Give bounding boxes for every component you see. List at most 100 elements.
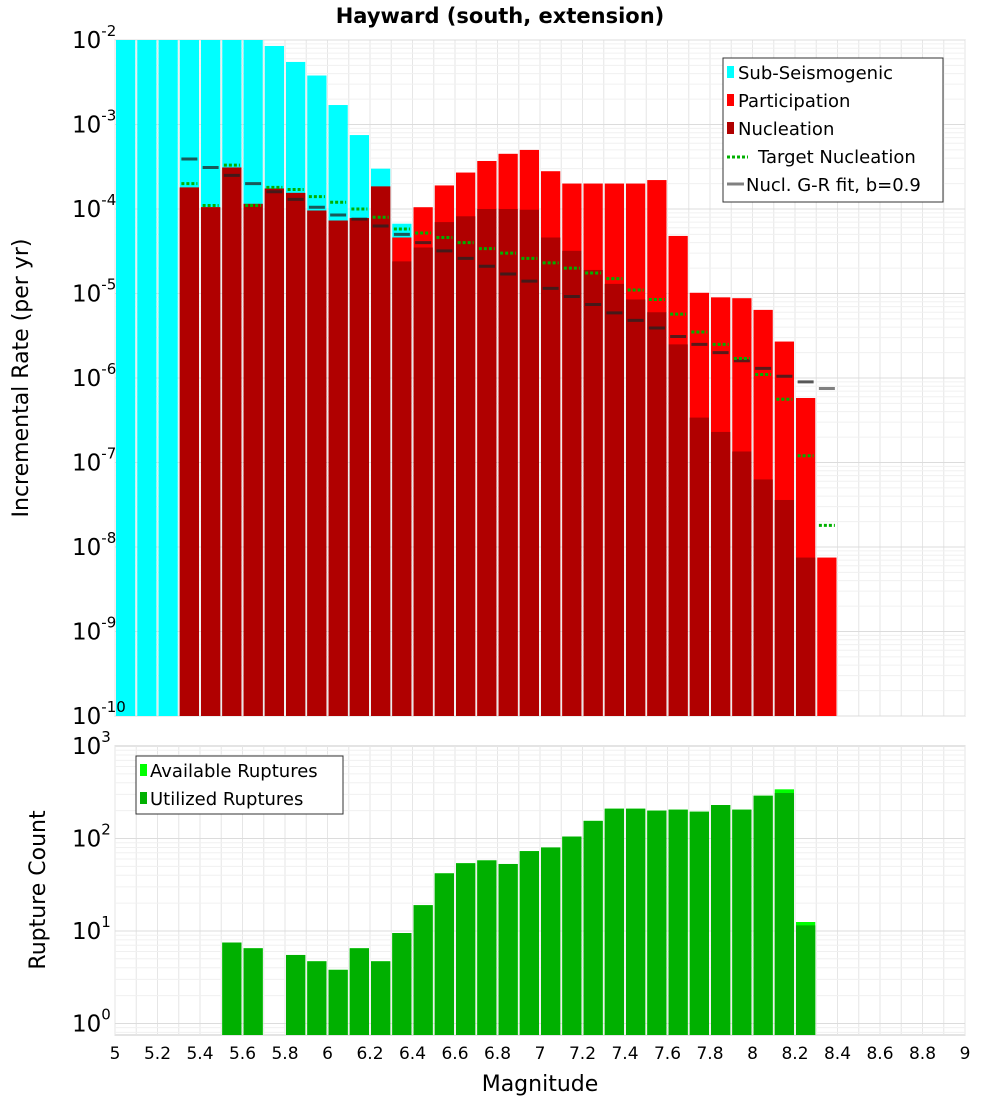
x-tick-label: 8.2 — [781, 1044, 808, 1064]
x-tick-label: 7 — [535, 1044, 546, 1064]
top-legend: Sub-Seismogenic Participation Nucleation… — [722, 57, 944, 203]
bar-utilized — [647, 810, 667, 1035]
legend-label-participation: Participation — [738, 91, 850, 112]
bar-nucleation — [307, 210, 327, 716]
top-y-tick-label: 10-8 — [72, 529, 116, 561]
bar-utilized — [753, 795, 773, 1035]
bar-nucleation — [371, 186, 391, 716]
bar-utilized — [477, 860, 497, 1035]
x-tick-label: 5.2 — [144, 1044, 171, 1064]
legend-swatch-participation — [727, 94, 734, 106]
bar-nucleation — [477, 209, 497, 716]
bar-utilized — [371, 961, 391, 1035]
bottom-y-tick-label: 101 — [72, 913, 111, 945]
bar-nucleation — [243, 203, 263, 716]
bar-utilized — [286, 954, 306, 1035]
bar-nucleation — [583, 269, 603, 716]
legend-swatch-sub-seismogenic — [727, 66, 734, 78]
x-tick-label: 5 — [110, 1044, 121, 1064]
bar-sub-seismogenic — [158, 40, 178, 716]
top-bars — [116, 40, 837, 717]
bar-nucleation — [498, 209, 518, 716]
bar-nucleation — [434, 222, 454, 716]
top-y-tick-label: 10-4 — [72, 191, 116, 223]
top-fit-lines — [181, 157, 835, 527]
legend-label-utilized: Utilized Ruptures — [150, 789, 303, 810]
bar-utilized — [626, 808, 646, 1035]
bottom-y-ticks: 100 101 102 103 — [72, 728, 111, 1037]
bar-nucleation — [604, 283, 624, 716]
bar-nucleation — [562, 250, 582, 716]
top-plot: 10-10 10-9 10-8 10-7 10-6 10-5 10-4 10-3 10-2 In… — [9, 22, 966, 730]
top-y-tick-label: 10-7 — [72, 445, 116, 477]
legend-label-target-nucleation: Target Nucleation — [757, 147, 916, 168]
bar-nucleation — [286, 192, 306, 716]
top-y-axis-label: Incremental Rate (per yr) — [9, 239, 34, 518]
bar-utilized — [456, 863, 476, 1035]
bar-utilized — [519, 851, 539, 1035]
bar-utilized — [668, 809, 688, 1035]
top-y-ticks: 10-10 10-9 10-8 10-7 10-6 10-5 10-4 10-3 10-2 — [72, 22, 126, 730]
bar-nucleation — [179, 187, 199, 717]
bar-nucleation — [689, 417, 709, 716]
x-tick-label: 7.4 — [611, 1044, 638, 1064]
bar-sub-seismogenic — [137, 40, 157, 716]
x-tick-label: 5.8 — [271, 1044, 298, 1064]
bottom-legend-box — [135, 755, 344, 815]
bar-utilized — [604, 808, 624, 1035]
bar-utilized — [689, 811, 709, 1035]
x-tick-label: 5.4 — [186, 1044, 213, 1064]
bar-nucleation — [392, 261, 412, 716]
legend-label-available: Available Ruptures — [150, 761, 318, 782]
x-tick-label: 7.8 — [696, 1044, 723, 1064]
bar-nucleation — [222, 167, 242, 717]
bar-utilized — [732, 809, 752, 1035]
bottom-y-axis-label: Rupture Count — [26, 810, 51, 970]
bar-nucleation — [328, 220, 348, 716]
bar-nucleation — [626, 299, 646, 716]
x-tick-label: 6.8 — [484, 1044, 511, 1064]
top-y-tick-label: 10-9 — [72, 614, 116, 646]
bottom-y-tick-label: 100 — [72, 1005, 111, 1037]
chart-title: Hayward (south, extension) — [336, 4, 665, 28]
top-y-tick-label: 10-5 — [72, 276, 116, 308]
x-tick-label: 8.8 — [909, 1044, 936, 1064]
top-legend-box — [722, 57, 944, 203]
bar-utilized — [562, 836, 582, 1035]
x-tick-label: 6.4 — [399, 1044, 426, 1064]
bar-nucleation — [647, 312, 667, 716]
bottom-y-tick-label: 102 — [72, 820, 111, 852]
bar-utilized — [434, 873, 454, 1035]
legend-label-gr-fit: Nucl. G-R fit, b=0.9 — [746, 175, 921, 196]
bottom-x-ticks: 5 5.2 5.4 5.6 5.8 6 6.2 6.4 6.6 6.8 7 7.2 7.4 7.6 7.8 8… — [110, 1044, 971, 1064]
bottom-bars — [222, 789, 816, 1035]
bar-nucleation — [201, 207, 221, 716]
bottom-y-tick-label: 103 — [72, 728, 111, 760]
bar-nucleation — [541, 237, 561, 717]
bottom-gridlines — [114, 746, 966, 1035]
top-y-tick-label: 10-6 — [72, 360, 116, 392]
bar-nucleation — [456, 216, 476, 717]
bar-nucleation — [349, 218, 369, 716]
bar-utilized — [222, 942, 242, 1035]
x-tick-label: 8.4 — [824, 1044, 851, 1064]
x-axis-label: Magnitude — [482, 1072, 599, 1097]
bar-utilized — [392, 933, 412, 1035]
legend-swatch-nucleation — [727, 122, 734, 134]
legend-label-nucleation: Nucleation — [738, 119, 834, 140]
bar-nucleation — [668, 344, 688, 716]
bar-utilized — [243, 948, 263, 1035]
x-tick-label: 6 — [322, 1044, 333, 1064]
x-tick-label: 6.6 — [441, 1044, 468, 1064]
bar-utilized — [307, 961, 327, 1035]
x-tick-label: 9 — [960, 1044, 971, 1064]
bar-participation — [817, 557, 837, 716]
bar-utilized — [583, 820, 603, 1035]
bar-nucleation — [753, 479, 773, 716]
bar-nucleation — [264, 188, 284, 717]
legend-swatch-available — [140, 764, 147, 776]
x-tick-label: 8 — [747, 1044, 758, 1064]
legend-label-sub-seismogenic: Sub-Seismogenic — [738, 63, 893, 84]
top-y-tick-label: 10-2 — [72, 22, 116, 54]
